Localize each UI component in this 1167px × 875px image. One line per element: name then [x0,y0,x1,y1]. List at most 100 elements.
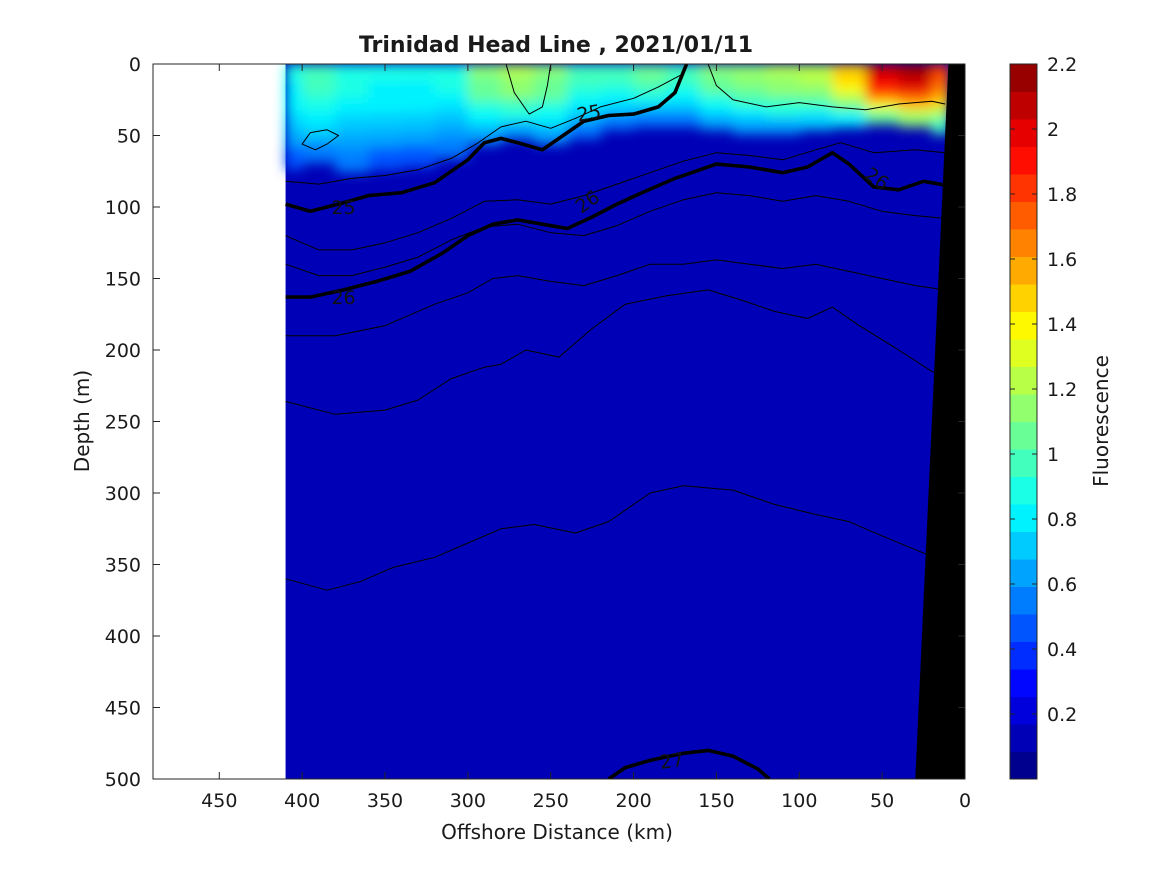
x-tick-label: 50 [870,790,894,812]
y-tick-label: 200 [105,340,141,362]
colorbar-segment [1010,476,1037,505]
colorbar-tick-label: 0.6 [1047,574,1077,596]
surface-cell [335,149,370,173]
fluorescence-field [285,64,950,779]
field-background [285,64,949,779]
colorbar-segment [1010,669,1037,697]
y-tick-label: 400 [105,626,141,648]
colorbar-segment [1010,421,1037,450]
y-tick-label: 0 [129,54,141,76]
colorbar [1009,63,1038,780]
colorbar-segment [1010,311,1037,340]
surface-cell [368,147,403,170]
colorbar-segment [1010,394,1037,422]
contour-line [285,485,946,591]
surface-cell [302,141,337,163]
y-tick-label: 250 [105,412,141,434]
surface-cell [931,117,950,135]
colorbar-segment [1010,91,1037,120]
colorbar-segment [1010,531,1037,560]
surface-cell [633,111,668,127]
surface-cell [335,64,370,87]
colorbar-tick-label: 1.2 [1047,379,1077,401]
contour-25 [285,64,689,214]
y-axis-label: Depth (m) [70,370,94,472]
colorbar-segment [1010,696,1037,725]
colorbar-tick-label: 1.8 [1047,184,1077,206]
surface-cell [335,98,370,122]
colorbar-segment [1010,119,1037,147]
contour-line [707,64,946,111]
contour-label: 26 [331,287,355,309]
surface-cell [766,117,801,135]
surface-cell [865,109,900,125]
contour-line [285,74,681,185]
colorbar-segment [1010,201,1037,230]
surface-cell [600,114,635,130]
y-tick-label: 500 [105,769,141,791]
x-tick-label: 400 [284,790,320,812]
x-tick-label: 150 [698,790,734,812]
colorbar-tick-label: 2.2 [1047,54,1077,76]
contour-label: 27 [658,749,685,774]
colorbar-tick-label: 1.6 [1047,249,1077,271]
x-axis-label: Offshore Distance (km) [441,820,673,844]
colorbar-segment [1010,229,1037,257]
x-tick-label: 450 [201,790,237,812]
colorbar-segment [1010,751,1037,780]
colorbar-segment [1010,614,1037,642]
x-axis-ticks: 450 400 350 300 250 200 150 100 50 0 [201,64,971,812]
colorbar-frame [1009,63,1038,780]
colorbar-segment [1010,641,1037,670]
surface-cell [401,145,436,167]
surface-cell [832,111,867,127]
surface-cell [501,121,536,139]
surface-cell [699,114,734,130]
colorbar-tick-label: 2 [1047,119,1059,141]
colorbar-segment [1010,559,1037,587]
x-tick-label: 0 [959,790,971,812]
bottom-topography [915,64,965,779]
y-axis-ticks: 0 50 100 150 200 250 300 350 400 450 500 [105,54,965,791]
surface-cell [799,114,834,130]
colorbar-tick-label: 0.4 [1047,639,1077,661]
colorbar-segment [1010,449,1037,477]
colorbar-segment [1010,146,1037,175]
contour-line [285,289,946,415]
colorbar-segment [1010,366,1037,395]
contour-27 [607,748,771,779]
contour-line [285,192,946,277]
y-tick-label: 300 [105,483,141,505]
colorbar-segment [1010,504,1037,532]
contour-line [301,129,340,151]
x-tick-label: 200 [615,790,651,812]
colorbar-segment [1010,64,1037,92]
colorbar-segment [1010,586,1037,615]
chart-title: Trinidad Head Line , 2021/01/11 [359,33,753,58]
surface-cell [434,137,469,159]
y-tick-label: 50 [117,126,141,148]
y-tick-label: 450 [105,698,141,720]
y-tick-label: 150 [105,269,141,291]
density-contours [285,64,949,779]
y-tick-label: 350 [105,555,141,577]
contour-label: 25 [331,197,355,219]
contour-line [285,142,946,251]
x-tick-label: 350 [367,790,403,812]
contour-line [505,64,552,115]
surface-cell [733,117,768,135]
x-tick-label: 300 [450,790,486,812]
colorbar-tick-label: 0.8 [1047,509,1077,531]
colorbar-tick-label: 0.2 [1047,704,1077,726]
contour-26 [285,150,949,299]
colorbar-label: Fluorescence [1089,355,1113,487]
colorbar-segment [1010,284,1037,312]
surface-cell [666,111,701,127]
colorbar-tick-label: 1.4 [1047,314,1077,336]
surface-cell [285,147,304,170]
x-tick-label: 250 [533,790,569,812]
colorbar-ticks: 0.2 0.4 0.6 0.8 1 1.2 1.4 1.6 1.8 2 2.2 [1010,54,1077,726]
x-tick-label: 100 [781,790,817,812]
